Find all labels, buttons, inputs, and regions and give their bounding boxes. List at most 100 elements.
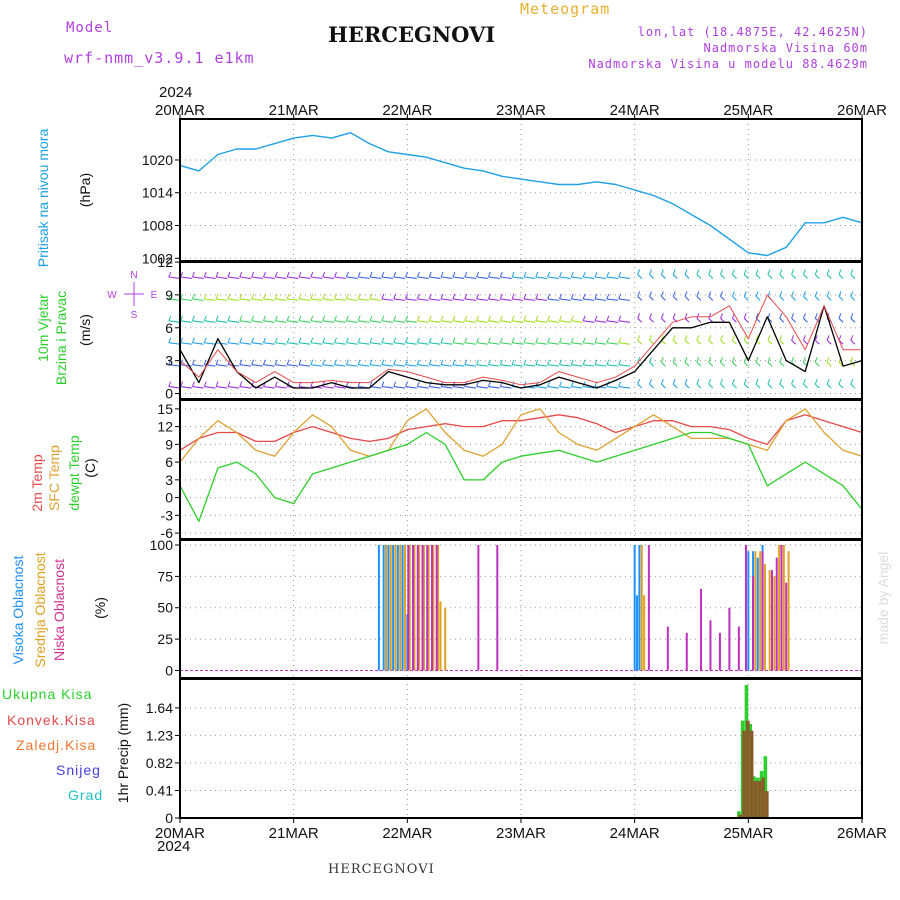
wind-barb-flag bbox=[720, 356, 724, 363]
wind-barb bbox=[287, 342, 299, 345]
wind-barb-flag bbox=[511, 337, 515, 343]
wind-barb-flag bbox=[251, 359, 255, 365]
wind-barb-flag bbox=[381, 271, 385, 278]
wind-barb-flag bbox=[767, 335, 771, 341]
y-tick-label: 12 bbox=[157, 254, 173, 270]
wind-barb bbox=[322, 276, 334, 279]
wind-barb-flag bbox=[767, 378, 771, 385]
wind-barb bbox=[334, 298, 346, 301]
wind-barb bbox=[850, 317, 856, 323]
wind-barb bbox=[452, 342, 465, 345]
wind-barb-flag bbox=[464, 271, 468, 278]
wind-barb bbox=[488, 386, 500, 389]
wind-barb bbox=[452, 364, 465, 367]
meteogram-label: Meteogram bbox=[520, 0, 611, 18]
wind-barb-flag bbox=[720, 313, 724, 319]
wind-barb bbox=[606, 298, 619, 301]
conv-rain-bar bbox=[757, 781, 762, 818]
wind-barb-flag bbox=[558, 315, 562, 322]
wind-barb-flag bbox=[405, 293, 408, 300]
wind-barb-flag bbox=[203, 337, 207, 343]
wind-barb bbox=[417, 386, 429, 389]
wind-barb bbox=[535, 320, 548, 323]
wind-gust-line bbox=[179, 294, 862, 386]
wind-barb-flag bbox=[826, 356, 830, 363]
x-tick-label-bottom: 20MAR bbox=[155, 825, 205, 842]
wind-barb-flag bbox=[203, 293, 207, 300]
wind-barb-flag bbox=[720, 335, 724, 341]
wind-barb bbox=[346, 364, 358, 367]
wind-barb bbox=[684, 296, 690, 301]
wind-barb bbox=[814, 274, 820, 279]
wind-barb bbox=[500, 342, 512, 345]
wind-barb-flag bbox=[547, 359, 551, 365]
wind-barb bbox=[227, 320, 240, 323]
x-tick-label-bottom: 24MAR bbox=[610, 825, 660, 842]
wind-barb bbox=[814, 383, 820, 389]
wind-barb bbox=[512, 320, 524, 323]
wind-barb-flag bbox=[168, 271, 172, 278]
wind-barb bbox=[227, 342, 240, 345]
y-tick-label: 0 bbox=[165, 662, 173, 678]
year-bottom-label: 2024 bbox=[157, 838, 191, 855]
wind-barb bbox=[180, 386, 192, 389]
wind-barb-flag bbox=[262, 293, 266, 300]
x-tick-label-top: 23MAR bbox=[496, 102, 546, 119]
wind-barb-flag bbox=[649, 335, 652, 341]
wind-barb bbox=[743, 296, 749, 301]
wind-barb-flag bbox=[215, 381, 219, 387]
wind-barb-flag bbox=[345, 293, 349, 300]
wind-barb bbox=[251, 342, 263, 345]
wind-barb-flag bbox=[416, 359, 420, 365]
wind-barb-flag bbox=[672, 291, 676, 297]
wind-barb bbox=[287, 276, 299, 279]
wind-barb bbox=[180, 298, 192, 301]
wind-barb bbox=[216, 364, 228, 367]
wind-barb bbox=[523, 298, 536, 301]
wind-barb bbox=[743, 383, 749, 389]
wind-barb bbox=[429, 342, 441, 345]
temp-dewpt-line bbox=[179, 431, 863, 522]
wind-barb bbox=[500, 386, 512, 389]
wind-barb-flag bbox=[558, 337, 562, 343]
wind-barb-flag bbox=[393, 359, 397, 365]
wind-barb bbox=[251, 320, 263, 323]
wind-barb-flag bbox=[322, 271, 326, 278]
wind-barb-flag bbox=[708, 291, 712, 297]
wind-barb-flag bbox=[743, 269, 747, 275]
wind-barb-flag bbox=[381, 359, 385, 365]
wind-barb-flag bbox=[464, 337, 468, 343]
wind-barb-flag bbox=[779, 269, 783, 275]
wind-barb bbox=[239, 298, 252, 301]
wind-barb bbox=[660, 317, 666, 323]
wind-barb bbox=[547, 276, 559, 279]
wind-barb bbox=[755, 361, 761, 367]
wind-barb-flag bbox=[743, 378, 747, 385]
wind-barb bbox=[606, 364, 619, 367]
wind-barb bbox=[826, 339, 832, 345]
wind-barb bbox=[381, 364, 394, 367]
wind-barb-flag bbox=[322, 293, 326, 300]
wind-barb-flag bbox=[334, 293, 337, 300]
wind-barb-flag bbox=[310, 271, 314, 278]
wind-barb bbox=[559, 342, 571, 345]
wind-barb-flag bbox=[606, 315, 610, 322]
wind-barb-flag bbox=[696, 335, 700, 341]
wind-barb-flag bbox=[239, 271, 243, 278]
wind-barb bbox=[850, 274, 856, 279]
y-tick-label: 1002 bbox=[142, 250, 173, 266]
wind-barb-flag bbox=[191, 381, 195, 387]
wind-barb-flag bbox=[227, 293, 231, 300]
wind-barb-flag bbox=[618, 359, 622, 365]
wind-barb-flag bbox=[476, 315, 480, 322]
wind-barb-flag bbox=[393, 293, 397, 300]
wind-barb bbox=[168, 364, 181, 367]
wind-barb-flag bbox=[168, 293, 172, 300]
wind-barb bbox=[251, 364, 263, 367]
y-tick-label: 15 bbox=[157, 401, 173, 417]
wind-barb bbox=[393, 320, 406, 323]
wind-barb-flag bbox=[743, 356, 747, 363]
wind-barb bbox=[720, 339, 726, 345]
wind-barb bbox=[755, 274, 761, 279]
wind-barb-flag bbox=[511, 359, 515, 365]
